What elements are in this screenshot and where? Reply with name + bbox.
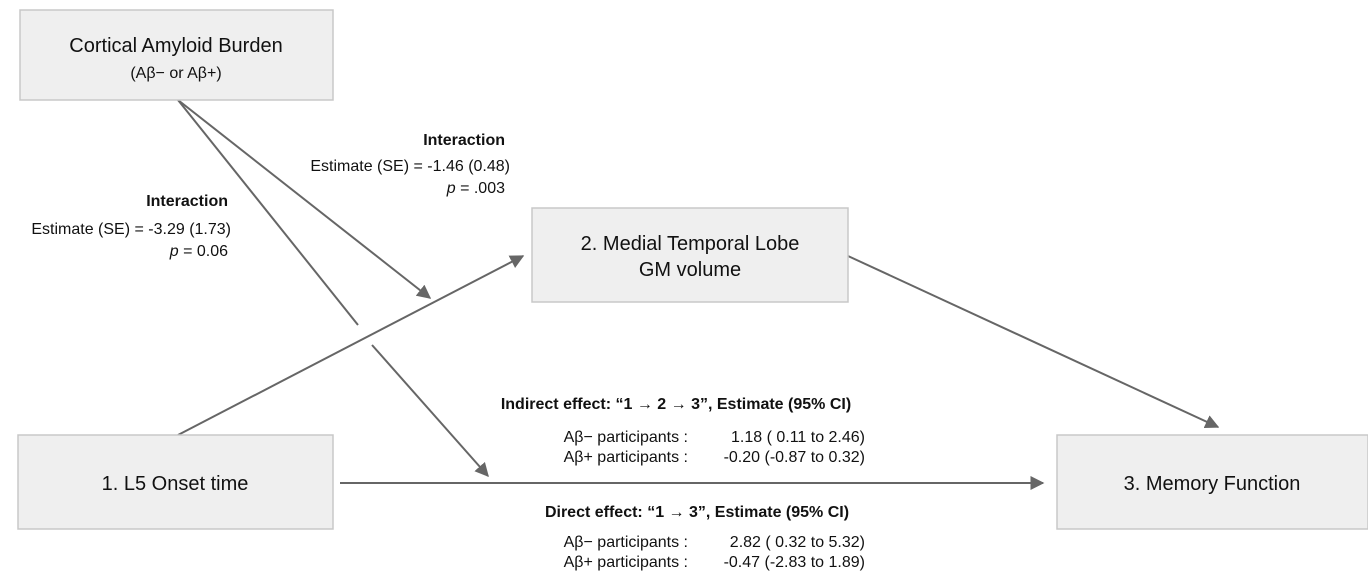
effect-value: -0.47 (-2.83 to 1.89): [724, 554, 865, 571]
node-box: [19, 9, 334, 101]
node-label: Cortical Amyloid Burden: [69, 35, 282, 57]
arrow: [371, 344, 489, 478]
effect-group: Aβ− participants :: [564, 534, 688, 551]
interaction-title: Interaction: [146, 193, 228, 210]
arrow: [847, 255, 1220, 429]
effect-title: Indirect effect: “1 → 2 → 3”, Estimate (…: [501, 396, 851, 413]
interaction-p: p = 0.06: [169, 243, 228, 260]
p-value: = 0.06: [183, 243, 228, 260]
p-value: = .003: [460, 180, 505, 197]
effect-value: 2.82 ( 0.32 to 5.32): [730, 534, 865, 551]
effect-group: Aβ− participants :: [564, 429, 688, 446]
effect-group: Aβ+ participants :: [564, 554, 688, 571]
interaction-title: Interaction: [423, 132, 505, 149]
interaction-estimate: Estimate (SE) = -1.46 (0.48): [310, 158, 510, 175]
node-label: 2. Medial Temporal Lobe: [581, 233, 800, 255]
effect-title: Direct effect: “1 → 3”, Estimate (95% CI…: [545, 504, 849, 521]
arrow: [177, 99, 432, 299]
node-label: 1. L5 Onset time: [102, 473, 249, 495]
node-box: [1056, 434, 1368, 530]
node-sublabel: (Aβ− or Aβ+): [130, 65, 221, 82]
effect-group: Aβ+ participants :: [564, 449, 688, 466]
effect-value: 1.18 ( 0.11 to 2.46): [731, 429, 865, 446]
node-box: [17, 434, 334, 530]
effect-value: -0.20 (-0.87 to 0.32): [724, 449, 865, 466]
node-sublabel: GM volume: [639, 259, 741, 281]
p-symbol: p: [169, 243, 179, 260]
node-box: [531, 207, 849, 303]
interaction-p: p = .003: [446, 180, 505, 197]
node-label: 3. Memory Function: [1124, 473, 1301, 495]
arrow: [177, 99, 359, 326]
interaction-estimate: Estimate (SE) = -3.29 (1.73): [31, 221, 231, 238]
arrow: [177, 255, 525, 436]
p-symbol: p: [446, 180, 456, 197]
